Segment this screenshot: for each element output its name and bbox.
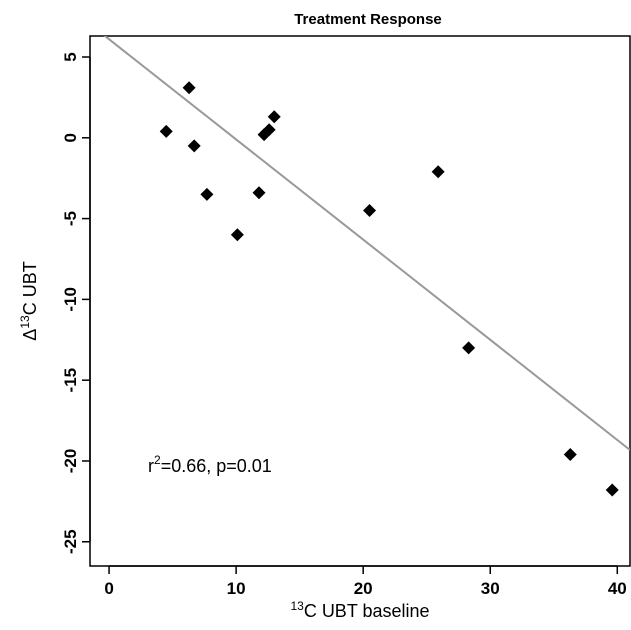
y-tick-label: -25 <box>61 529 80 554</box>
data-point <box>267 110 281 124</box>
x-tick-label: 30 <box>481 579 500 598</box>
x-tick-label: 0 <box>104 579 113 598</box>
data-point <box>605 483 619 497</box>
x-axis-title-superscript: 13 <box>290 599 304 613</box>
y-axis-title-text: C UBT <box>20 261 40 315</box>
points-group <box>159 81 619 497</box>
data-point <box>431 165 445 179</box>
data-point <box>187 139 201 153</box>
x-tick-label: 20 <box>354 579 373 598</box>
x-axis-title: 13C UBT baseline <box>290 599 429 621</box>
data-point <box>200 187 214 201</box>
chart-title: Treatment Response <box>294 11 442 28</box>
data-point <box>182 81 196 95</box>
y-axis-title-prefix: Δ <box>20 329 40 341</box>
x-axis: 0 10 20 30 40 <box>104 565 627 598</box>
y-axis: 5 0 -5 -10 -15 -20 -25 <box>61 52 91 554</box>
data-point <box>252 186 266 200</box>
fit-line-group <box>103 36 630 451</box>
data-point <box>563 448 577 462</box>
data-point <box>462 341 476 355</box>
y-axis-title-superscript: 13 <box>18 315 32 329</box>
annotation-prefix: r <box>148 456 154 476</box>
plot-frame <box>89 35 631 567</box>
x-tick-label: 10 <box>227 579 246 598</box>
y-tick-label: -20 <box>61 449 80 474</box>
data-point <box>262 123 276 137</box>
y-tick-label: 5 <box>61 52 80 61</box>
fit-line <box>103 36 630 451</box>
data-point <box>230 228 244 242</box>
fit-annotation: r2=0.66, p=0.01 <box>148 453 272 476</box>
x-axis-title-text: C UBT baseline <box>304 601 430 621</box>
y-tick-label: 0 <box>61 133 80 142</box>
annotation-superscript: 2 <box>154 453 161 467</box>
x-tick-label: 40 <box>608 579 627 598</box>
y-tick-label: -10 <box>61 287 80 312</box>
y-tick-label: -15 <box>61 368 80 393</box>
data-point <box>159 124 173 138</box>
y-axis-title: Δ13C UBT <box>18 261 40 340</box>
y-tick-label: -5 <box>61 211 80 226</box>
annotation-text: =0.66, p=0.01 <box>161 456 272 476</box>
data-point <box>363 204 377 218</box>
